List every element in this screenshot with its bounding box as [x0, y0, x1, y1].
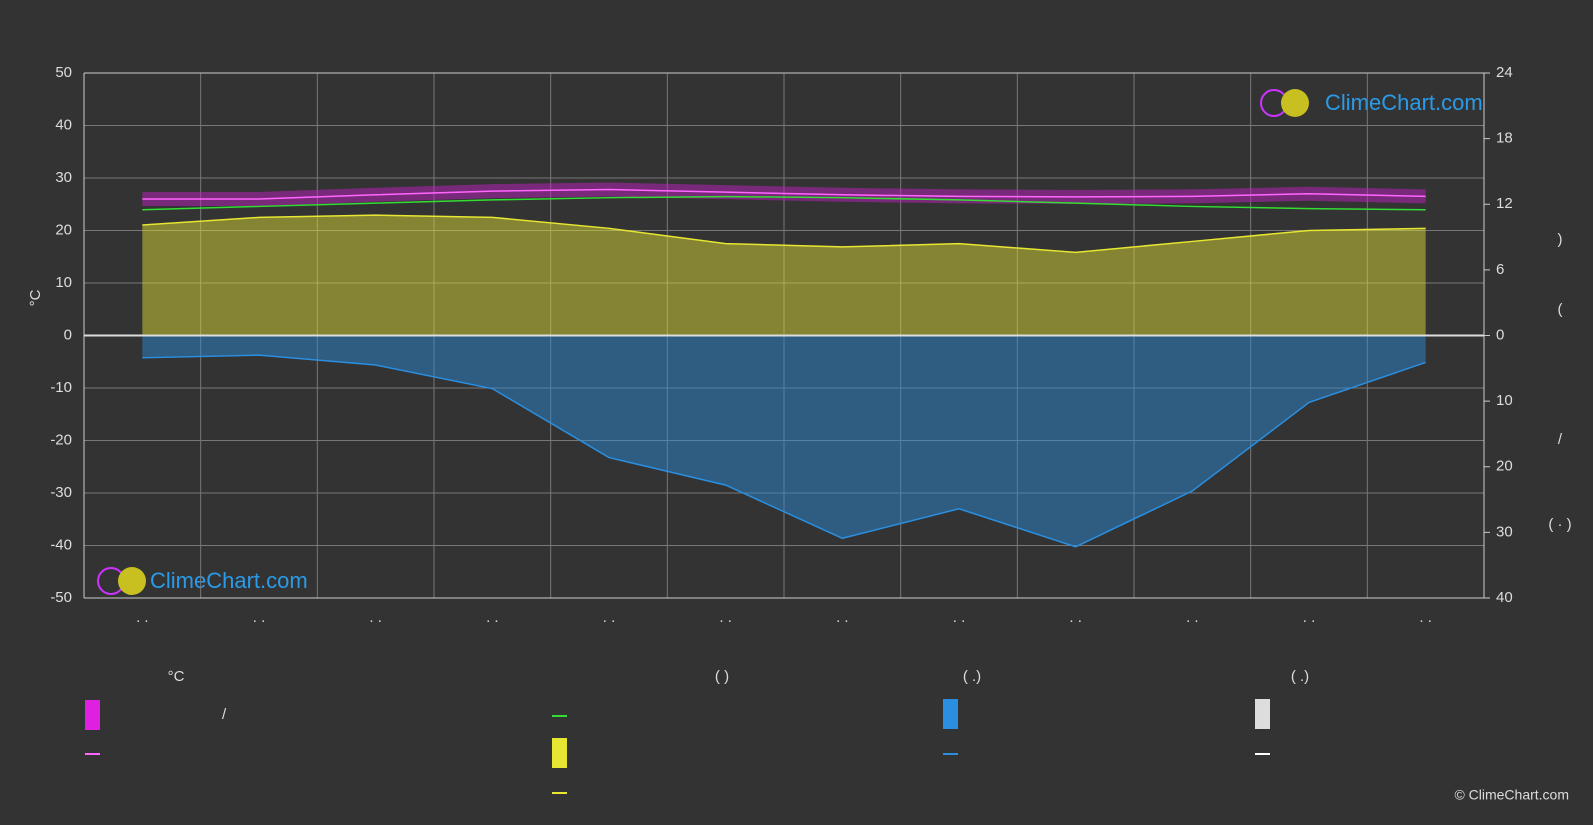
y-tick-label: 40: [55, 116, 72, 133]
legend-text: /: [222, 706, 227, 723]
x-tick-label: . .: [1069, 609, 1082, 626]
y2-tick-label: 0: [1496, 326, 1504, 343]
y2-tick-label: 12: [1496, 195, 1513, 212]
y2-tick-label: 30: [1496, 523, 1513, 540]
y-tick-label: 20: [55, 221, 72, 238]
copyright: © ClimeChart.com: [1454, 787, 1569, 803]
y2-tick-label: 20: [1496, 458, 1513, 475]
y-tick-label: 30: [55, 169, 72, 186]
x-tick-label: . .: [603, 609, 616, 626]
x-tick-label: . .: [1186, 609, 1199, 626]
y-tick-label: 10: [55, 274, 72, 291]
y2-tick-label: 6: [1496, 261, 1504, 278]
line: [142, 188, 1426, 200]
area: [142, 215, 1426, 336]
y-tick-label: 50: [55, 64, 72, 81]
logo-text: ClimeChart.com: [1325, 90, 1483, 115]
x-tick-label: . .: [486, 609, 499, 626]
line: [142, 354, 1426, 548]
x-tick-label: . .: [836, 609, 849, 626]
line: [142, 214, 1426, 254]
x-tick-label: . .: [1419, 609, 1432, 626]
y2-tick-label: 24: [1496, 64, 1513, 81]
logo-text: ClimeChart.com: [150, 568, 308, 593]
legend-swatch: [552, 738, 567, 768]
y2-tick-label: 10: [1496, 392, 1513, 409]
x-tick-label: . .: [1303, 609, 1316, 626]
x-tick-label: . .: [719, 609, 732, 626]
legend-header: ( .): [1291, 668, 1309, 685]
y2-tick-label: 18: [1496, 130, 1513, 147]
y-tick-label: -40: [50, 536, 72, 553]
y-tick-label: 0: [64, 326, 72, 343]
x-tick-label: . .: [253, 609, 266, 626]
y2-tick-label: 40: [1496, 589, 1513, 606]
area: [142, 335, 1426, 547]
logo-icon: [1281, 89, 1309, 117]
y2-axis-label: /: [1558, 431, 1563, 448]
y2-axis-label: ( · ): [1548, 516, 1571, 533]
legend-header: ( .): [963, 668, 981, 685]
y-tick-label: -30: [50, 484, 72, 501]
y-tick-label: -10: [50, 379, 72, 396]
line: [142, 195, 1426, 211]
x-tick-label: . .: [136, 609, 149, 626]
legend-swatch: [85, 700, 100, 730]
legend-swatch: [943, 699, 958, 729]
legend-header: °C: [168, 668, 185, 685]
y2-axis-label: (: [1558, 301, 1563, 318]
legend-header: ( ): [715, 668, 729, 685]
y2-axis-label: ): [1558, 231, 1563, 248]
x-tick-label: . .: [953, 609, 966, 626]
logo-icon: [118, 567, 146, 595]
y-axis-label: °C: [27, 289, 44, 306]
y-tick-label: -50: [50, 589, 72, 606]
legend-swatch: [1255, 699, 1270, 729]
y-tick-label: -20: [50, 431, 72, 448]
x-tick-label: . .: [369, 609, 382, 626]
